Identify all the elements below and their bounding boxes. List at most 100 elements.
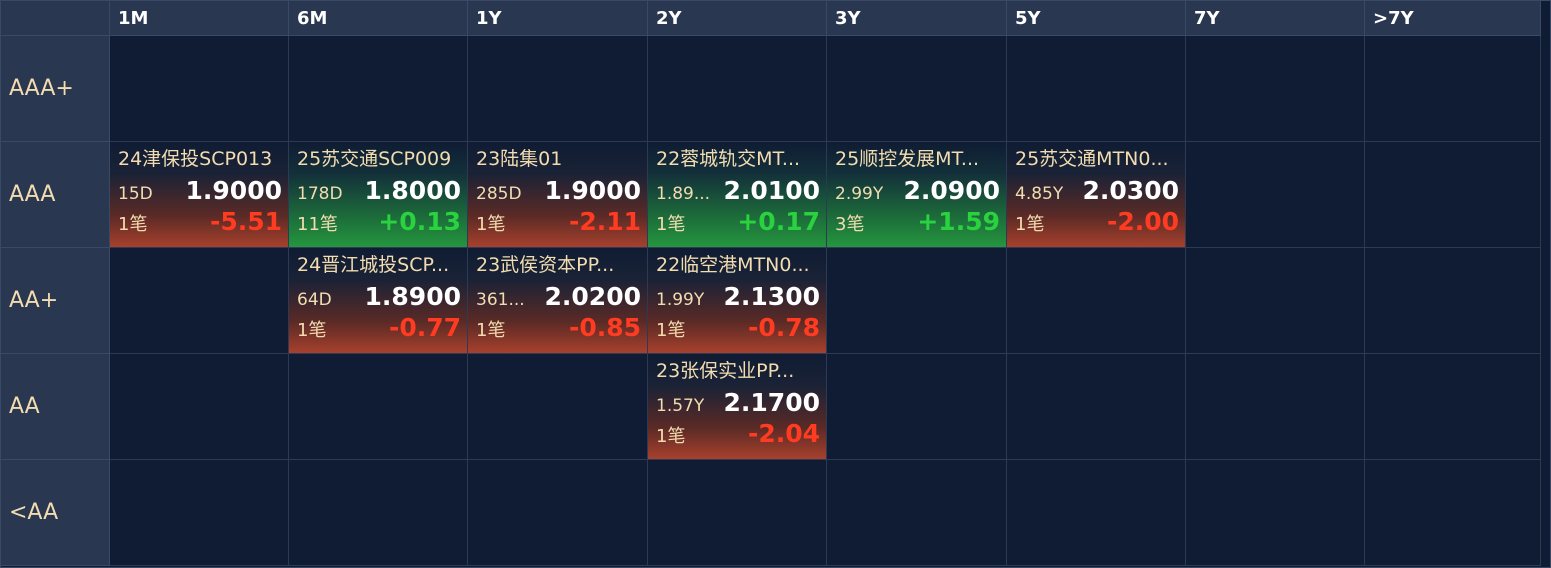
bond-name: 24晋江城投SCP... [297, 254, 450, 276]
cell-empty [289, 460, 468, 566]
cell-empty [1186, 354, 1365, 460]
cell-aaa-2y: 22蓉城轨交MT... 1.89... 2.0100 1笔 +0.17 [648, 142, 827, 248]
row-header-aaa-plus[interactable]: AAA+ [1, 36, 110, 142]
bond-card[interactable]: 23张保实业PP... 1.57Y 2.1700 1笔 -2.04 [648, 354, 826, 459]
bp-change: -2.04 [747, 419, 820, 448]
cell-empty [1365, 354, 1541, 460]
bond-term: 1.89... [656, 184, 711, 204]
bond-name: 23陆集01 [476, 148, 563, 170]
bond-term: 1.57Y [656, 396, 705, 416]
cell-empty [1007, 460, 1186, 566]
col-header-3y[interactable]: 3Y [827, 1, 1007, 36]
bond-card[interactable]: 25苏交通MTN0... 4.85Y 2.0300 1笔 -2.00 [1007, 142, 1185, 247]
bond-card[interactable]: 22蓉城轨交MT... 1.89... 2.0100 1笔 +0.17 [648, 142, 826, 247]
cell-empty [110, 460, 289, 566]
cell-empty [1365, 142, 1541, 248]
row-header-below-aa[interactable]: <AA [1, 460, 110, 566]
cell-empty [468, 460, 648, 566]
bond-yield: 2.0300 [1082, 176, 1179, 205]
bond-name: 22临空港MTN0... [656, 254, 810, 276]
cell-aaa-1y: 23陆集01 285D 1.9000 1笔 -2.11 [468, 142, 648, 248]
trade-count: 1笔 [656, 214, 686, 235]
cell-empty [1186, 248, 1365, 354]
cell-empty [1007, 36, 1186, 142]
trade-count: 11笔 [297, 214, 338, 235]
bond-name: 25苏交通SCP009 [297, 148, 452, 170]
cell-aaplus-6m: 24晋江城投SCP... 64D 1.8900 1笔 -0.77 [289, 248, 468, 354]
bond-name: 23张保实业PP... [656, 360, 795, 382]
trade-count: 1笔 [118, 214, 148, 235]
cell-empty [648, 36, 827, 142]
trade-count: 3笔 [835, 214, 865, 235]
bond-yield: 2.1300 [723, 282, 820, 311]
bond-name: 25苏交通MTN0... [1015, 148, 1169, 170]
bp-change: -2.00 [1106, 207, 1179, 236]
bond-term: 178D [297, 184, 343, 204]
row-header-aa-plus[interactable]: AA+ [1, 248, 110, 354]
bond-yield: 1.9000 [185, 176, 282, 205]
bond-term: 4.85Y [1015, 184, 1064, 204]
cell-empty [1007, 354, 1186, 460]
bond-yield: 2.1700 [723, 388, 820, 417]
bp-change: -0.78 [747, 313, 820, 342]
bond-card[interactable]: 24津保投SCP013 15D 1.9000 1笔 -5.51 [110, 142, 288, 247]
cell-empty [468, 36, 648, 142]
bond-card[interactable]: 22临空港MTN0... 1.99Y 2.1300 1笔 -0.78 [648, 248, 826, 353]
bp-change: -0.85 [568, 313, 641, 342]
bond-name: 23武侯资本PP... [476, 254, 615, 276]
cell-empty [1007, 248, 1186, 354]
cell-empty [289, 354, 468, 460]
bp-change: -0.77 [388, 313, 461, 342]
cell-aa-2y: 23张保实业PP... 1.57Y 2.1700 1笔 -2.04 [648, 354, 827, 460]
cell-empty [827, 460, 1007, 566]
col-header-1m[interactable]: 1M [110, 1, 289, 36]
cell-aaa-3y: 25顺控发展MT... 2.99Y 2.0900 3笔 +1.59 [827, 142, 1007, 248]
bond-term: 361... [476, 290, 525, 310]
trade-count: 1笔 [656, 320, 686, 341]
bond-card[interactable]: 23陆集01 285D 1.9000 1笔 -2.11 [468, 142, 647, 247]
cell-empty [827, 248, 1007, 354]
bond-card[interactable]: 23武侯资本PP... 361... 2.0200 1笔 -0.85 [468, 248, 647, 353]
bond-yield: 1.9000 [544, 176, 641, 205]
bond-term: 285D [476, 184, 522, 204]
bond-yield: 1.8900 [364, 282, 461, 311]
cell-empty [1365, 460, 1541, 566]
cell-aaa-5y: 25苏交通MTN0... 4.85Y 2.0300 1笔 -2.00 [1007, 142, 1186, 248]
bond-card[interactable]: 24晋江城投SCP... 64D 1.8900 1笔 -0.77 [289, 248, 467, 353]
cell-empty [1186, 36, 1365, 142]
bond-term: 15D [118, 184, 153, 204]
col-header-6m[interactable]: 6M [289, 1, 468, 36]
bond-yield: 2.0900 [903, 176, 1000, 205]
col-header-over-7y[interactable]: >7Y [1365, 1, 1541, 36]
bp-change: +1.59 [917, 207, 1000, 236]
row-header-aa[interactable]: AA [1, 354, 110, 460]
col-header-5y[interactable]: 5Y [1007, 1, 1186, 36]
col-header-2y[interactable]: 2Y [648, 1, 827, 36]
bond-name: 24津保投SCP013 [118, 148, 273, 170]
cell-empty [110, 248, 289, 354]
col-header-1y[interactable]: 1Y [468, 1, 648, 36]
cell-empty [468, 354, 648, 460]
bond-card[interactable]: 25顺控发展MT... 2.99Y 2.0900 3笔 +1.59 [827, 142, 1006, 247]
bond-term: 64D [297, 290, 332, 310]
bond-name: 22蓉城轨交MT... [656, 148, 801, 170]
cell-aaa-6m: 25苏交通SCP009 178D 1.8000 11笔 +0.13 [289, 142, 468, 248]
cell-empty [110, 36, 289, 142]
bp-change: +0.17 [737, 207, 820, 236]
trade-count: 1笔 [476, 214, 506, 235]
trade-count: 1笔 [1015, 214, 1045, 235]
bp-change: -2.11 [568, 207, 641, 236]
row-header-aaa[interactable]: AAA [1, 142, 110, 248]
cell-empty [827, 36, 1007, 142]
trade-count: 1笔 [297, 320, 327, 341]
cell-empty [1365, 36, 1541, 142]
bond-yield: 2.0100 [723, 176, 820, 205]
trade-count: 1笔 [656, 426, 686, 447]
bond-yield: 2.0200 [544, 282, 641, 311]
col-header-7y[interactable]: 7Y [1186, 1, 1365, 36]
bond-card[interactable]: 25苏交通SCP009 178D 1.8000 11笔 +0.13 [289, 142, 467, 247]
cell-empty [648, 460, 827, 566]
corner-cell [1, 1, 110, 36]
cell-empty [1186, 142, 1365, 248]
